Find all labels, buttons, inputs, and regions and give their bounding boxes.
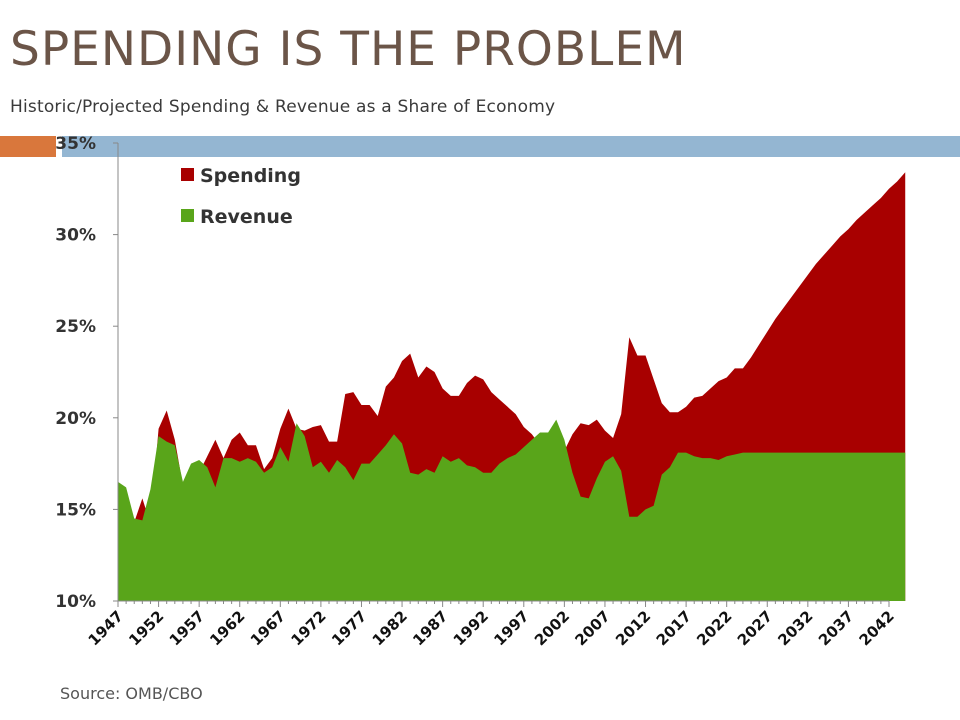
x-tick-label: 1967: [247, 607, 289, 649]
y-tick-label: 20%: [55, 409, 96, 429]
x-tick-label: 2017: [653, 607, 695, 649]
x-tick-label: 1947: [85, 607, 127, 649]
legend-swatch-spending: [181, 168, 194, 181]
x-tick-label: 2037: [815, 607, 857, 649]
x-tick-label: 1982: [369, 607, 411, 649]
x-tick-label: 2042: [856, 607, 898, 649]
y-tick-label: 25%: [55, 317, 96, 337]
source-note: Source: OMB/CBO: [60, 684, 203, 703]
x-tick-label: 2007: [571, 607, 613, 649]
slide-title: SPENDING IS THE PROBLEM: [10, 22, 687, 77]
x-tick-label: 1962: [206, 607, 248, 649]
x-tick-label: 2027: [734, 607, 776, 649]
x-tick-label: 1987: [409, 607, 451, 649]
x-tick-label: 2032: [774, 607, 816, 649]
x-tick-label: 1997: [490, 607, 532, 649]
x-tick-label: 1957: [166, 607, 208, 649]
x-tick-label: 1977: [328, 607, 370, 649]
accent-bar-orange: [0, 136, 56, 157]
area-revenue: [118, 419, 906, 601]
accent-bar-blue: [62, 136, 960, 157]
y-tick-label: 15%: [55, 500, 96, 520]
y-tick-label: 30%: [55, 226, 96, 246]
x-tick-label: 1992: [450, 607, 492, 649]
y-tick-label: 10%: [55, 592, 96, 612]
legend-label-revenue: Revenue: [200, 206, 293, 228]
x-tick-label: 2012: [612, 607, 654, 649]
slide-subtitle: Historic/Projected Spending & Revenue as…: [10, 97, 556, 117]
x-tick-label: 1952: [125, 607, 167, 649]
legend-label-spending: Spending: [200, 165, 301, 187]
legend-swatch-revenue: [181, 209, 194, 222]
y-tick-label: 35%: [55, 134, 96, 154]
x-tick-label: 2022: [693, 607, 735, 649]
x-tick-label: 2002: [531, 607, 573, 649]
x-tick-label: 1972: [287, 607, 329, 649]
